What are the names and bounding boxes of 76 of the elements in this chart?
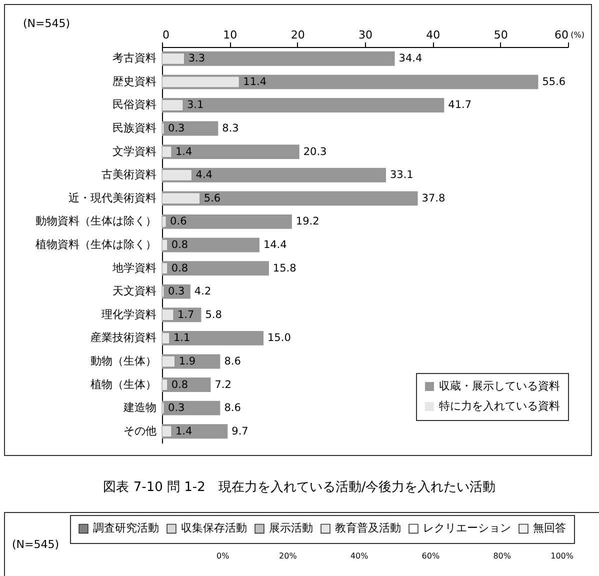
data-label: 1.4 — [175, 146, 192, 158]
y-tick-label: 植物資料（生体は除く） — [36, 238, 156, 251]
x-tick-label: 40% — [350, 552, 369, 560]
data-label: 1.9 — [178, 355, 196, 368]
data-label: 41.7 — [448, 99, 472, 112]
data-label: 0.6 — [170, 216, 188, 228]
data-label: 8.6 — [224, 355, 242, 368]
y-tick-label: 動物資料（生体は除く） — [36, 214, 156, 228]
x-tick-label: 0% — [216, 552, 230, 560]
data-label: 19.2 — [296, 216, 320, 228]
data-label: 4.4 — [196, 169, 213, 182]
data-label: 0.8 — [171, 378, 188, 391]
y-tick-label: 天文資料 — [112, 284, 156, 298]
legend-label: 調査研究活動 — [93, 522, 159, 535]
y-tick-label: 考古資料 — [112, 52, 156, 65]
x-tick-label: 50 — [494, 28, 508, 42]
x-tick-label: 60% — [422, 552, 440, 560]
x-tick-label: 20 — [290, 28, 305, 42]
y-tick-label: 民俗資料 — [112, 98, 156, 112]
data-label: 14.4 — [263, 239, 288, 251]
y-tick-label: 動物（生体） — [90, 354, 156, 368]
data-label: 0.3 — [168, 122, 185, 135]
data-label: 3.1 — [186, 99, 204, 112]
text: (N=545) — [12, 538, 60, 551]
data-label: 0.3 — [168, 286, 185, 298]
data-label: 5.8 — [205, 308, 222, 321]
x-axis-title: (%) — [570, 30, 584, 40]
data-label: 4.2 — [194, 286, 212, 298]
data-label: 15.8 — [272, 262, 296, 274]
data-label: 15.0 — [268, 332, 291, 344]
data-label: 55.6 — [542, 76, 566, 88]
data-label: 0.3 — [168, 402, 185, 414]
data-label: 3.3 — [188, 52, 206, 65]
data-label: 37.8 — [422, 192, 446, 204]
data-label: 8.6 — [224, 402, 242, 414]
data-label: 11.4 — [243, 76, 267, 88]
y-tick-label: 産業技術資料 — [90, 331, 156, 344]
data-label: 20.3 — [303, 146, 327, 158]
legend-label: 収蔵・展示している資料 — [439, 380, 560, 392]
y-tick-label: 文学資料 — [112, 144, 156, 158]
legend-label: 無回答 — [533, 522, 566, 535]
x-tick-label: 10 — [223, 28, 238, 42]
text: (N=545) — [23, 17, 70, 30]
data-label: 33.1 — [390, 169, 414, 182]
y-tick-label: 植物（生体） — [90, 378, 156, 391]
legend-label: 展示活動 — [269, 522, 313, 535]
x-tick-label: 60 — [554, 28, 568, 42]
data-label: 0.8 — [171, 239, 188, 251]
data-label: 9.7 — [232, 425, 248, 438]
data-label: 1.4 — [175, 425, 192, 438]
x-tick-label: 80% — [493, 552, 512, 560]
x-tick-label: 30 — [358, 28, 372, 42]
data-label: 0.8 — [171, 262, 188, 274]
legend-label: レクリエーション — [423, 522, 511, 535]
y-tick-label: 歴史資料 — [112, 74, 156, 88]
data-label: 1.1 — [173, 332, 190, 344]
y-tick-label: 民族資料 — [112, 122, 156, 135]
legend-label: 特に力を入れている資料 — [439, 400, 560, 412]
x-tick-label: 0 — [162, 28, 170, 42]
y-tick-label: 古美術資料 — [102, 168, 156, 182]
chart-title: 図表 7-10 問 1-2 現在力を入れている活動/今後力を入れたい活動 — [102, 479, 497, 496]
data-label: 5.6 — [204, 192, 221, 204]
x-tick-label: 100% — [550, 552, 574, 560]
y-tick-label: 理化学資料 — [102, 308, 156, 321]
x-tick-label: 40 — [426, 28, 440, 42]
y-tick-label: 地学資料 — [112, 261, 156, 274]
y-tick-label: 建造物 — [122, 401, 156, 414]
x-tick-label: 20% — [279, 552, 298, 560]
legend-label: 教育普及活動 — [335, 522, 401, 535]
data-label: 1.7 — [178, 308, 194, 321]
y-tick-label: 近・現代美術資料 — [68, 191, 156, 204]
data-label: 34.4 — [398, 52, 422, 65]
data-label: 7.2 — [214, 378, 232, 391]
legend-label: 収集保存活動 — [181, 522, 247, 535]
data-label: 8.3 — [222, 122, 239, 135]
y-tick-label: その他 — [124, 424, 156, 438]
